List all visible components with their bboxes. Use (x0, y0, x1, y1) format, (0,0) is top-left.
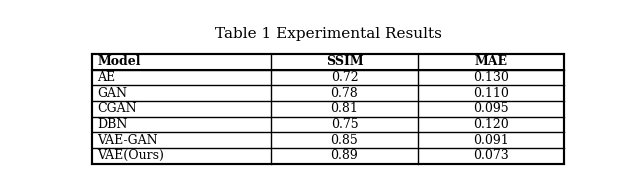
Text: CGAN: CGAN (97, 102, 137, 115)
Text: 0.78: 0.78 (331, 87, 358, 100)
Text: VAE(Ours): VAE(Ours) (97, 149, 164, 162)
Bar (92, 54, 564, 164)
Text: AE: AE (97, 71, 115, 84)
Text: 0.110: 0.110 (472, 87, 509, 100)
Text: 0.89: 0.89 (331, 149, 358, 162)
Text: 0.120: 0.120 (473, 118, 508, 131)
Text: 0.85: 0.85 (331, 134, 358, 147)
Text: 0.130: 0.130 (472, 71, 509, 84)
Text: Model: Model (97, 55, 141, 68)
Text: MAE: MAE (474, 55, 507, 68)
Text: 0.72: 0.72 (331, 71, 358, 84)
Text: 0.095: 0.095 (473, 102, 508, 115)
Text: GAN: GAN (97, 87, 127, 100)
Text: VAE-GAN: VAE-GAN (97, 134, 158, 147)
Text: 0.75: 0.75 (331, 118, 358, 131)
Text: 0.091: 0.091 (473, 134, 508, 147)
Text: 0.073: 0.073 (473, 149, 508, 162)
Text: SSIM: SSIM (326, 55, 364, 68)
Text: DBN: DBN (97, 118, 128, 131)
Text: Table 1 Experimental Results: Table 1 Experimental Results (214, 27, 442, 41)
Text: 0.81: 0.81 (330, 102, 358, 115)
